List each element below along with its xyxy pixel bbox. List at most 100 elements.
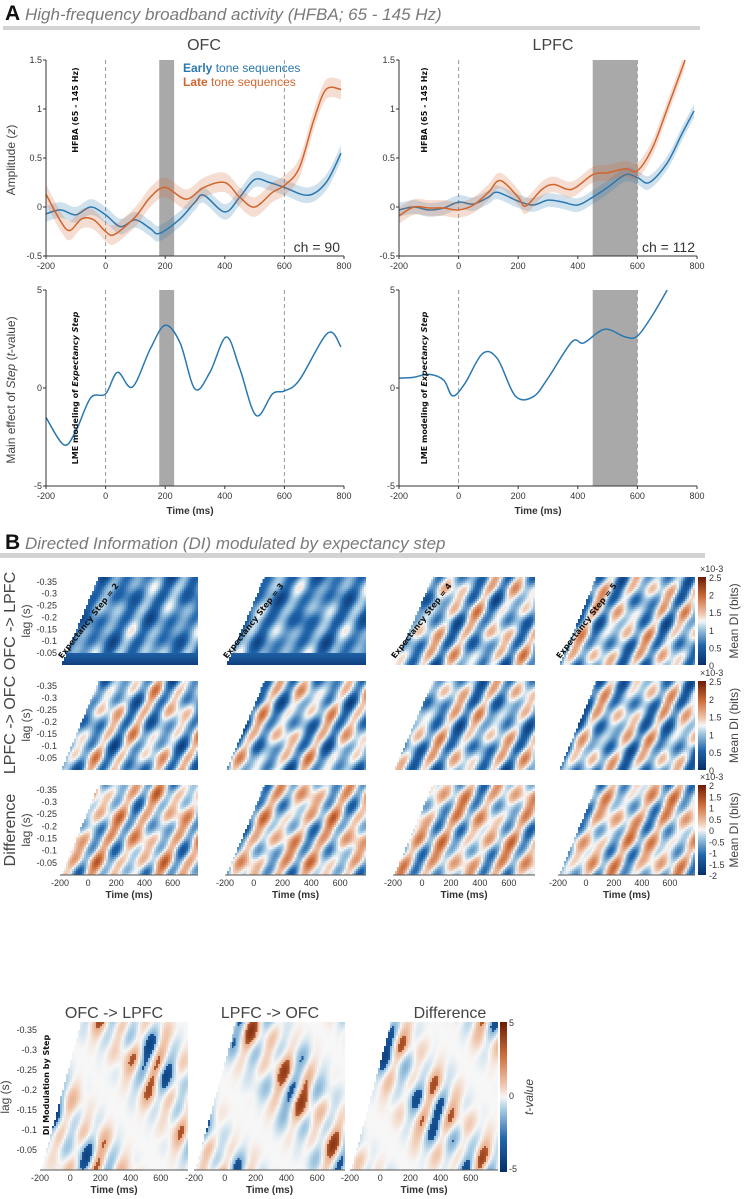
- amplitude-label-text: Amplitude (: [4, 135, 18, 196]
- step-label: Expectancy Step = 4: [389, 581, 453, 660]
- t-value-colorbar-label: t-value: [522, 1079, 536, 1115]
- time-tick-label: 600: [310, 1173, 325, 1183]
- lag-tick-label: -0.05: [36, 648, 57, 658]
- lpfc_lme-chart: -5 0 5 -200 0 200 400 600 800: [387, 285, 705, 501]
- time-tick-label: 200: [93, 1173, 108, 1183]
- lag-tick-label: -0.15: [36, 729, 57, 739]
- y-tick-label: -0.5: [26, 251, 42, 261]
- ofc-title: OFC: [187, 37, 221, 54]
- x-tick-label: 800: [689, 491, 704, 501]
- step-label: Expectancy Step = 3: [221, 582, 285, 661]
- colorbar-tick-label: 0.5: [709, 815, 722, 825]
- colorbar-tick-label: 1.5: [709, 713, 722, 723]
- main-effect-axis-label: Main effect of Step (t-value): [4, 316, 18, 463]
- row-label-difference: Difference: [2, 794, 19, 867]
- main-effect-step: Step: [4, 363, 18, 388]
- colorbar-tick-label: -1: [709, 849, 717, 859]
- time-tick-label: -200: [341, 1173, 359, 1183]
- time-axis-label: Time (ms): [440, 890, 487, 901]
- bottom-title-difference: Difference: [414, 1005, 487, 1022]
- time-tick-label: 0: [68, 1173, 73, 1183]
- t-value-colorbar: [500, 1022, 507, 1172]
- x-tick-label: 400: [217, 261, 232, 271]
- time-tick-label: 400: [137, 878, 152, 888]
- lag-tick-label: -0.2: [41, 612, 57, 622]
- lpfc-hfba-inset-label: HFBA (65 - 145 Hz): [420, 67, 429, 152]
- legend-early-bold: Early: [183, 61, 213, 75]
- lag-tick-label: -0.15: [36, 624, 57, 634]
- x-tick-label: -200: [390, 491, 408, 501]
- ofc-channel-label: ch = 90: [294, 239, 341, 255]
- di-colorbar-2: [698, 681, 706, 770]
- lag-tick-label: -0.05: [16, 1145, 37, 1155]
- lag-tick-label: -0.2: [41, 717, 57, 727]
- x-tick-label: 0: [456, 491, 461, 501]
- lag-tick-label: -0.25: [36, 809, 57, 819]
- y-tick-label: 0: [390, 202, 395, 212]
- y-tick-label: 0: [390, 383, 395, 393]
- time-tick-label: 200: [403, 1173, 418, 1183]
- ofc_hfba-chart: -0.5 0 0.5 1 1.5 -200 0 200 400 600 800: [26, 55, 351, 271]
- x-tick-label: 200: [158, 491, 173, 501]
- colorbar-tick-label: 1: [709, 804, 714, 814]
- step-label: Expectancy Step = 5: [554, 581, 618, 660]
- x-tick-label: 600: [277, 261, 292, 271]
- time-tick-label: 200: [275, 878, 290, 888]
- x-tick-label: 600: [277, 491, 292, 501]
- time-tick-label: 600: [153, 1173, 168, 1183]
- di-heatmap-3-3: [225, 785, 366, 875]
- main-effect-text: Main effect of: [4, 388, 18, 463]
- colorbar-tick-label: 1.5: [709, 792, 722, 802]
- line-charts: -0.5 0 0.5 1 1.5 -200 0 200 400 600 800 -0.5 0 0.5 1 1.…: [26, 55, 705, 501]
- time-tick-label: 0: [222, 1173, 227, 1183]
- x-tick-label: 400: [217, 491, 232, 501]
- x-tick-label: 0: [456, 261, 461, 271]
- ofc-time-label: Time (ms): [166, 506, 213, 517]
- series-line: [399, 60, 686, 217]
- time-axis-label: Time (ms): [272, 890, 319, 901]
- series-line: [399, 110, 695, 211]
- colorbar-tick-label: 0: [709, 826, 714, 836]
- x-tick-label: -200: [37, 261, 55, 271]
- y-tick-label: 0.5: [29, 153, 42, 163]
- lag-tick-label: -0.35: [36, 577, 57, 587]
- x-tick-label: 800: [689, 261, 704, 271]
- x-tick-label: 600: [630, 261, 645, 271]
- panel-a-label: A: [5, 2, 20, 25]
- time-axis-label: Time (ms): [400, 1185, 447, 1196]
- amplitude-label-z: z: [4, 129, 18, 136]
- time-tick-label: 600: [463, 1173, 478, 1183]
- lag-tick-label: -0.3: [41, 797, 57, 807]
- time-tick-label: -200: [51, 878, 69, 888]
- colorbar-tick-label: 0: [709, 661, 714, 671]
- colorbar-tick-label: 1.5: [709, 608, 722, 618]
- lag-label-row2: lag (s): [19, 708, 33, 741]
- x-tick-label: 400: [570, 261, 585, 271]
- legend-late-rest: tone sequences: [208, 75, 296, 89]
- di-modulation-heatmap-2: [194, 1022, 345, 1170]
- y-tick-label: 1.5: [382, 55, 395, 65]
- lpfc-lme-inset-label: LME modeling of Expectancy Step: [420, 311, 429, 464]
- colorbar-tick-label: -0.5: [709, 837, 725, 847]
- time-tick-label: -200: [185, 1173, 203, 1183]
- colorbar-tick-label: 2: [709, 591, 714, 601]
- lag-label-row1: lag (s): [19, 604, 33, 637]
- lag-tick-label: -0.2: [21, 1085, 37, 1095]
- lme-text: LME modeling of: [420, 387, 429, 465]
- time-tick-label: 600: [333, 878, 348, 888]
- lag-tick-label: -0.3: [21, 1045, 37, 1055]
- series-line: [46, 86, 342, 237]
- y-tick-label: 5: [390, 285, 395, 295]
- di-heatmap-1-2: [60, 577, 198, 665]
- colorbar-tick-label: 0.5: [709, 643, 722, 653]
- time-tick-label: 200: [606, 878, 621, 888]
- time-tick-label: -200: [549, 878, 567, 888]
- step-label: Expectancy Step = 2: [56, 582, 120, 661]
- panel-b-title: Directed Information (DI) modulated by e…: [25, 534, 445, 553]
- colorbar-label: Mean DI (bits): [727, 583, 741, 658]
- lag-label-row3: lag (s): [19, 813, 33, 846]
- panel-a-divider: [3, 26, 700, 30]
- lpfc-title: LPFC: [533, 37, 574, 54]
- amplitude-axis-label: Amplitude (z): [4, 125, 18, 196]
